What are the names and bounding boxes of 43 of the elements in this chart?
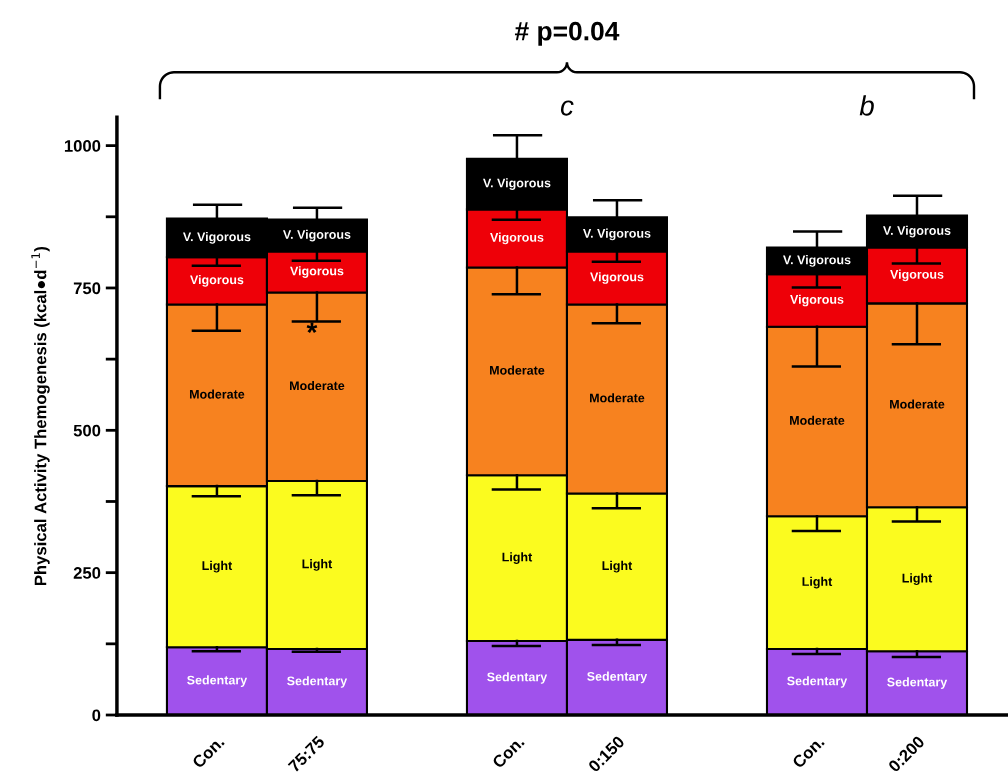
text: Vigorous [190, 275, 244, 287]
text: Vigorous [890, 269, 944, 282]
text: Moderate [890, 399, 945, 409]
text: Sedentary [187, 675, 248, 687]
text: Moderate [189, 389, 245, 399]
text: Vigorous [490, 232, 544, 245]
y-tick-label: 1000 [64, 140, 101, 152]
y-axis-title: Physical Activity Themogenesis (kcal●d$^{−1}$) [31, 246, 50, 586]
text: b [859, 95, 874, 116]
text: Light [902, 573, 933, 586]
series-label: Light [202, 560, 233, 573]
text: Light [802, 576, 833, 589]
text: V. Vigorous [583, 228, 651, 241]
series-label: Moderate [490, 365, 545, 375]
text: Light [502, 552, 533, 564]
text: Sedentary [587, 671, 648, 684]
text: Light [602, 560, 633, 573]
text: # p=0.04 [514, 21, 620, 46]
text: V. Vigorous [182, 232, 251, 244]
text: c [560, 100, 574, 116]
x-tick-label: Con. [191, 735, 225, 769]
text: Light [302, 559, 333, 571]
series-label: V. Vigorous [783, 255, 851, 267]
text: Moderate [290, 380, 345, 391]
x-tick-label: Con. [791, 735, 825, 769]
text: Sedentary [787, 676, 848, 688]
y-tick-label: 500 [73, 424, 101, 437]
text: Vigorous [590, 272, 644, 284]
series-label: Sedentary [487, 672, 548, 684]
text: Moderate [590, 393, 645, 403]
annotation: * [306, 322, 318, 333]
text: V. Vigorous [483, 178, 551, 190]
series-label: Vigorous [290, 266, 344, 278]
text: Sedentary [287, 676, 348, 688]
text: Moderate [790, 415, 845, 425]
text: V. Vigorous [883, 225, 951, 238]
y-tick-label: 750 [73, 282, 101, 295]
text: Vigorous [790, 294, 844, 307]
y-tick-label: 250 [73, 567, 101, 579]
text: V. Vigorous [282, 229, 351, 242]
x-tick-label: Con. [491, 735, 525, 769]
text: Sedentary [887, 677, 948, 689]
y-tick-label: 0 [92, 709, 101, 722]
